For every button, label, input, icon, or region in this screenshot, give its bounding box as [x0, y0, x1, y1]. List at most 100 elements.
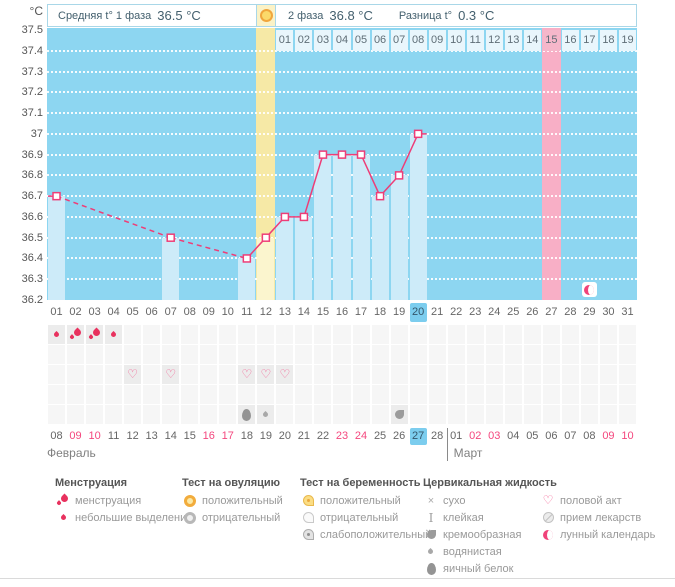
symbol-cell-medication[interactable] [599, 385, 617, 404]
symbol-cell-menstruation[interactable] [276, 325, 294, 344]
dpo-day-cell[interactable]: 19 [618, 30, 636, 51]
symbol-cell-tests[interactable] [504, 345, 522, 364]
symbol-cell-intercourse[interactable] [504, 365, 522, 384]
symbol-cell-intercourse[interactable] [447, 365, 465, 384]
dpo-day-cell[interactable]: 05 [352, 30, 370, 51]
dpo-day-cell[interactable]: 16 [561, 30, 579, 51]
dpo-day-cell[interactable]: 04 [333, 30, 351, 51]
symbol-cell-menstruation[interactable] [181, 325, 199, 344]
symbol-cell-tests[interactable] [86, 345, 104, 364]
symbol-cell-medication[interactable] [390, 385, 408, 404]
symbol-cell-menstruation[interactable] [561, 325, 579, 344]
symbol-cell-cervical-fluid[interactable] [409, 405, 427, 424]
symbol-cell-intercourse[interactable] [485, 365, 503, 384]
symbol-cell-cervical-fluid[interactable] [219, 405, 237, 424]
cycle-day-cell[interactable]: 29 [583, 306, 596, 318]
symbol-cell-tests[interactable] [409, 345, 427, 364]
symbol-cell-menstruation[interactable] [314, 325, 332, 344]
symbol-cell-intercourse[interactable] [219, 365, 237, 384]
cycle-day-cell[interactable]: 13 [278, 306, 292, 318]
dpo-day-cell[interactable]: 01 [276, 30, 294, 51]
symbol-cell-tests[interactable] [257, 345, 275, 364]
cycle-day-cell[interactable]: 05 [126, 306, 139, 318]
symbol-cell-intercourse[interactable] [276, 365, 294, 384]
symbol-cell-medication[interactable] [314, 385, 332, 404]
symbol-cell-cervical-fluid[interactable] [200, 405, 218, 424]
cycle-day-cell[interactable]: 17 [354, 306, 368, 318]
symbol-cell-medication[interactable] [276, 385, 294, 404]
symbol-cell-cervical-fluid[interactable] [48, 405, 66, 424]
symbol-cell-cervical-fluid[interactable] [504, 405, 522, 424]
symbol-cell-intercourse[interactable] [523, 365, 541, 384]
symbol-cell-intercourse[interactable] [599, 365, 617, 384]
symbol-cell-intercourse[interactable] [200, 365, 218, 384]
symbol-cell-tests[interactable] [561, 345, 579, 364]
symbol-cell-tests[interactable] [542, 345, 560, 364]
symbol-cell-cervical-fluid[interactable] [371, 405, 389, 424]
cycle-day-cell[interactable]: 28 [564, 306, 577, 318]
cycle-day-cell[interactable]: 30 [602, 306, 615, 318]
symbol-cell-menstruation[interactable] [67, 325, 85, 344]
symbol-cell-tests[interactable] [447, 345, 465, 364]
symbol-cell-tests[interactable] [428, 345, 446, 364]
symbol-cell-cervical-fluid[interactable] [333, 405, 351, 424]
symbol-cell-intercourse[interactable] [86, 365, 104, 384]
cycle-day-cell[interactable]: 24 [488, 306, 501, 318]
symbol-cell-intercourse[interactable] [48, 365, 66, 384]
cycle-day-cell[interactable]: 11 [241, 306, 253, 318]
symbol-cell-tests[interactable] [580, 345, 598, 364]
cycle-day-cell[interactable]: 19 [392, 306, 406, 318]
dpo-day-cell[interactable]: 03 [314, 30, 332, 51]
symbol-cell-medication[interactable] [504, 385, 522, 404]
cycle-day-cell[interactable]: 27 [545, 306, 558, 318]
symbol-cell-medication[interactable] [371, 385, 389, 404]
symbol-cell-medication[interactable] [428, 385, 446, 404]
symbol-cell-cervical-fluid[interactable] [390, 405, 408, 424]
symbol-cell-intercourse[interactable] [105, 365, 123, 384]
dpo-day-cell[interactable]: 06 [371, 30, 389, 51]
symbol-cell-intercourse[interactable] [618, 365, 636, 384]
symbol-cell-medication[interactable] [447, 385, 465, 404]
symbol-cell-intercourse[interactable] [352, 365, 370, 384]
symbol-cell-menstruation[interactable] [219, 325, 237, 344]
symbol-cell-medication[interactable] [485, 385, 503, 404]
symbol-cell-tests[interactable] [390, 345, 408, 364]
symbol-cell-tests[interactable] [162, 345, 180, 364]
symbol-cell-tests[interactable] [618, 345, 636, 364]
symbol-cell-intercourse[interactable] [390, 365, 408, 384]
cycle-day-cell[interactable]: 02 [69, 306, 82, 318]
symbol-cell-tests[interactable] [200, 345, 218, 364]
symbol-cell-tests[interactable] [238, 345, 256, 364]
dpo-day-cell[interactable]: 15 [542, 30, 560, 51]
symbol-cell-medication[interactable] [257, 385, 275, 404]
symbol-cell-medication[interactable] [105, 385, 123, 404]
symbol-cell-tests[interactable] [295, 345, 313, 364]
symbol-cell-cervical-fluid[interactable] [143, 405, 161, 424]
dpo-day-cell[interactable]: 02 [295, 30, 313, 51]
symbol-cell-cervical-fluid[interactable] [618, 405, 636, 424]
symbol-cell-cervical-fluid[interactable] [599, 405, 617, 424]
symbol-cell-menstruation[interactable] [352, 325, 370, 344]
symbol-cell-medication[interactable] [86, 385, 104, 404]
symbol-cell-intercourse[interactable] [466, 365, 484, 384]
symbol-cell-medication[interactable] [67, 385, 85, 404]
symbol-cell-cervical-fluid[interactable] [276, 405, 294, 424]
symbol-cell-cervical-fluid[interactable] [67, 405, 85, 424]
symbol-cell-cervical-fluid[interactable] [124, 405, 142, 424]
symbol-cell-medication[interactable] [523, 385, 541, 404]
symbol-cell-tests[interactable] [523, 345, 541, 364]
symbol-cell-cervical-fluid[interactable] [523, 405, 541, 424]
symbol-cell-tests[interactable] [124, 345, 142, 364]
symbol-cell-intercourse[interactable] [67, 365, 85, 384]
symbol-cell-medication[interactable] [352, 385, 370, 404]
symbol-cell-medication[interactable] [48, 385, 66, 404]
dpo-day-cell[interactable]: 13 [504, 30, 522, 51]
symbol-cell-intercourse[interactable] [181, 365, 199, 384]
symbol-cell-cervical-fluid[interactable] [238, 405, 256, 424]
cycle-day-cell[interactable]: 01 [50, 306, 63, 318]
dpo-day-cell[interactable]: 07 [390, 30, 408, 51]
symbol-cell-cervical-fluid[interactable] [542, 405, 560, 424]
symbol-cell-intercourse[interactable] [238, 365, 256, 384]
symbol-cell-menstruation[interactable] [390, 325, 408, 344]
symbol-cell-intercourse[interactable] [333, 365, 351, 384]
